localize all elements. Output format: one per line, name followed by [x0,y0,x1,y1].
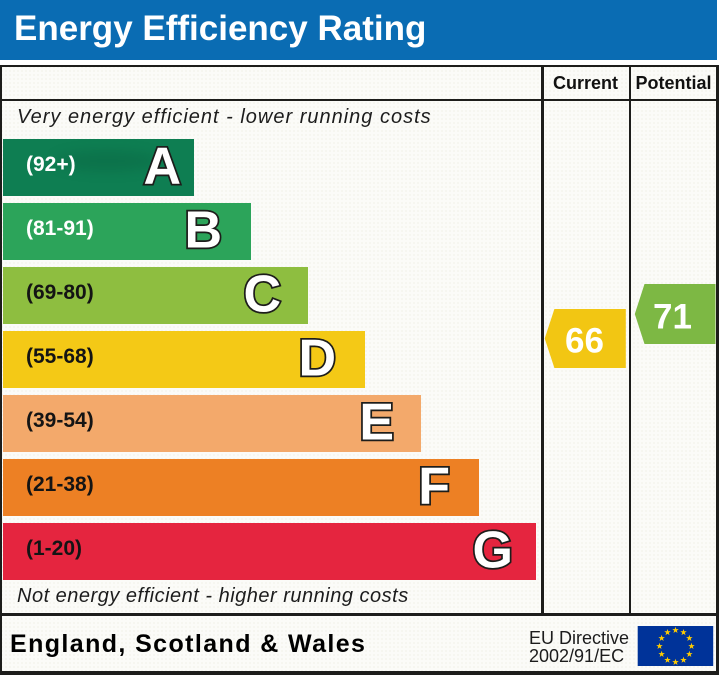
svg-text:D: D [298,330,336,388]
svg-text:71: 71 [653,298,692,337]
svg-text:B: B [184,202,222,260]
svg-text:G: G [473,522,513,580]
svg-text:E: E [359,394,394,452]
svg-text:A: A [143,138,181,196]
svg-text:C: C [243,266,281,324]
svg-text:F: F [418,458,450,516]
svg-text:66: 66 [565,322,604,361]
